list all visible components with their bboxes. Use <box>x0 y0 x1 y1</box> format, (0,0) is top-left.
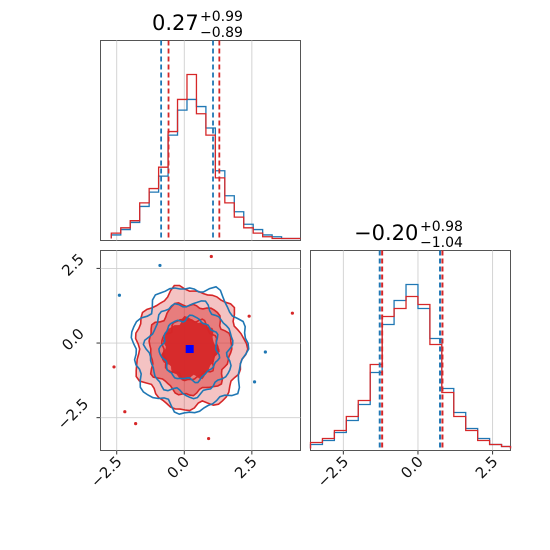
y-tick-label: 0.0 <box>58 325 88 355</box>
title-param1-value: 0.27 <box>152 11 199 35</box>
outlier-point <box>290 311 294 315</box>
hist-param2-series <box>309 283 512 449</box>
outlier-point <box>209 254 213 259</box>
x-tick-label: 2.5 <box>231 453 261 483</box>
y-tick-label: −2.5 <box>54 395 92 433</box>
outlier-point <box>247 314 251 318</box>
title-param1: 0.27 +0.99 −0.89 <box>152 9 243 41</box>
hist-param1-series <box>110 73 301 240</box>
contour-line-blue <box>130 285 250 416</box>
hist-param2-series-a <box>309 283 512 449</box>
truth-marker <box>185 345 194 354</box>
hist-param2-panel: −2.5 0.0 2.5 <box>309 250 512 491</box>
scatter-x-ticks: −2.5 0.0 2.5 <box>87 450 261 491</box>
hist-param1-series-b <box>110 73 301 240</box>
hist-param2-frame <box>310 250 511 451</box>
title-param2-value: −0.20 <box>354 221 418 245</box>
hist-param2-x-ticks: −2.5 0.0 2.5 <box>314 450 502 491</box>
y-tick-label: 2.5 <box>58 250 88 280</box>
outlier-point <box>252 380 257 384</box>
hist-param1-grid <box>116 40 253 241</box>
hist-param1-panel <box>100 40 301 241</box>
contour-line-red <box>134 284 249 412</box>
hist-param2-quantile-lines <box>378 250 444 451</box>
x-tick-label: 0.0 <box>164 453 194 483</box>
contour-line-red <box>160 318 220 382</box>
contour-line-red <box>148 301 233 397</box>
hist-param1-quantile-lines <box>160 40 221 241</box>
x-tick-label: −2.5 <box>87 453 125 491</box>
hist-param2-grid <box>342 250 494 451</box>
hist-param1-frame <box>100 40 301 241</box>
outlier-point <box>263 350 267 354</box>
scatter-2d-frame <box>100 250 301 451</box>
contour-line-blue <box>142 300 234 400</box>
truth-marker-group <box>185 345 194 354</box>
x-tick-label: −2.5 <box>314 453 352 491</box>
x-tick-label: 2.5 <box>472 453 502 483</box>
scatter-y-ticks: −2.5 0.0 2.5 <box>54 250 101 433</box>
x-tick-label: 0.0 <box>397 453 427 483</box>
outlier-point <box>207 436 211 441</box>
contours-2d <box>112 254 294 441</box>
outlier-point <box>112 365 116 369</box>
scatter-2d-panel: −2.5 0.0 2.5 −2.5 0.0 2.5 <box>54 250 301 491</box>
contour-line-blue <box>158 314 221 384</box>
hist-param2-series-b <box>309 295 512 449</box>
title-param1-upper: +0.99 <box>200 9 243 25</box>
outlier-point <box>117 293 122 297</box>
title-param2-lower: −1.04 <box>420 235 463 251</box>
outlier-point <box>134 422 138 426</box>
title-param1-lower: −0.89 <box>200 25 243 41</box>
outlier-point <box>123 410 127 414</box>
title-param2-upper: +0.98 <box>420 219 463 235</box>
outlier-point <box>158 263 162 268</box>
title-param2: −0.20 +0.98 −1.04 <box>354 219 463 251</box>
